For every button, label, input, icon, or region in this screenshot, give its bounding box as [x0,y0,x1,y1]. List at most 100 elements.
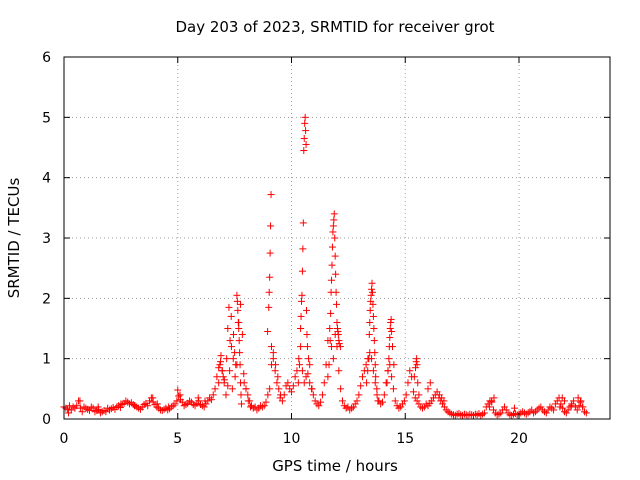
data-point [209,391,217,399]
data-point [229,331,237,339]
data-point [155,404,163,412]
data-point [370,337,378,345]
data-point [553,397,561,405]
data-point [369,312,377,320]
data-point [311,397,319,405]
data-point [80,403,88,411]
data-point [406,367,414,375]
data-point [327,309,335,317]
data-point [218,367,226,375]
data-point [302,373,310,381]
data-point [180,402,188,410]
data-point [530,409,538,417]
data-point [365,355,373,363]
data-point [331,252,339,260]
data-point [571,403,579,411]
data-point [324,373,332,381]
data-point [373,385,381,393]
data-point [358,373,366,381]
data-point [272,361,280,369]
data-point [531,408,539,416]
data-point [237,391,245,399]
data-point [331,234,339,242]
data-point [144,402,152,410]
data-point [581,408,589,416]
data-point [449,411,457,419]
data-point [379,398,386,406]
data-point [490,394,498,402]
data-point [237,400,245,408]
data-point [149,394,157,402]
data-point [305,355,313,363]
data-point [280,391,288,399]
data-point [368,285,376,293]
data-point [73,402,81,410]
data-point [366,318,374,326]
data-point [537,403,545,411]
data-point [198,402,206,410]
data-point [222,391,230,399]
data-point [477,411,485,419]
data-point [329,222,337,230]
data-point [330,210,338,218]
data-point [237,379,245,387]
data-point [233,297,241,305]
data-point [282,382,290,390]
data-point [126,400,134,408]
data-point [388,373,396,381]
data-point [332,288,340,296]
data-point [303,306,311,314]
data-point [395,404,403,412]
data-point [400,397,408,405]
data-point [326,337,334,345]
data-point [388,328,396,336]
data-point [500,403,508,411]
data-point [264,391,272,399]
y-tick-label: 2 [42,291,51,307]
data-point [415,400,423,408]
data-point [284,379,292,387]
data-points [60,113,590,419]
data-point [336,343,344,351]
data-point [404,379,412,387]
data-point [267,191,275,199]
data-point [329,355,337,363]
data-point [313,400,321,408]
data-point [194,394,202,402]
data-point [337,385,345,393]
data-point [231,373,239,381]
data-point [236,361,244,369]
data-point [258,403,266,411]
data-point [217,358,225,366]
data-point [102,408,110,416]
data-point [297,325,305,332]
data-point [413,355,421,363]
data-point [200,403,208,411]
data-point [189,401,197,409]
data-point [206,394,214,402]
data-point [353,397,361,405]
data-point [328,276,336,284]
data-point [291,373,299,381]
x-tick-label: 20 [510,431,528,447]
data-point [390,361,398,369]
data-point [174,386,182,394]
data-point [269,355,277,363]
data-point [236,349,244,357]
data-point [301,113,309,121]
y-tick-label: 3 [42,231,51,247]
data-point [288,388,295,396]
data-point [546,403,554,411]
data-point [224,382,232,390]
data-point [455,410,463,418]
data-point [247,403,255,411]
data-point [211,385,219,393]
data-point [265,303,273,311]
data-point [409,388,417,396]
y-tick-label: 4 [42,171,51,187]
data-point [335,367,343,375]
data-point [389,343,397,351]
data-point [94,403,102,411]
data-point [411,394,419,402]
